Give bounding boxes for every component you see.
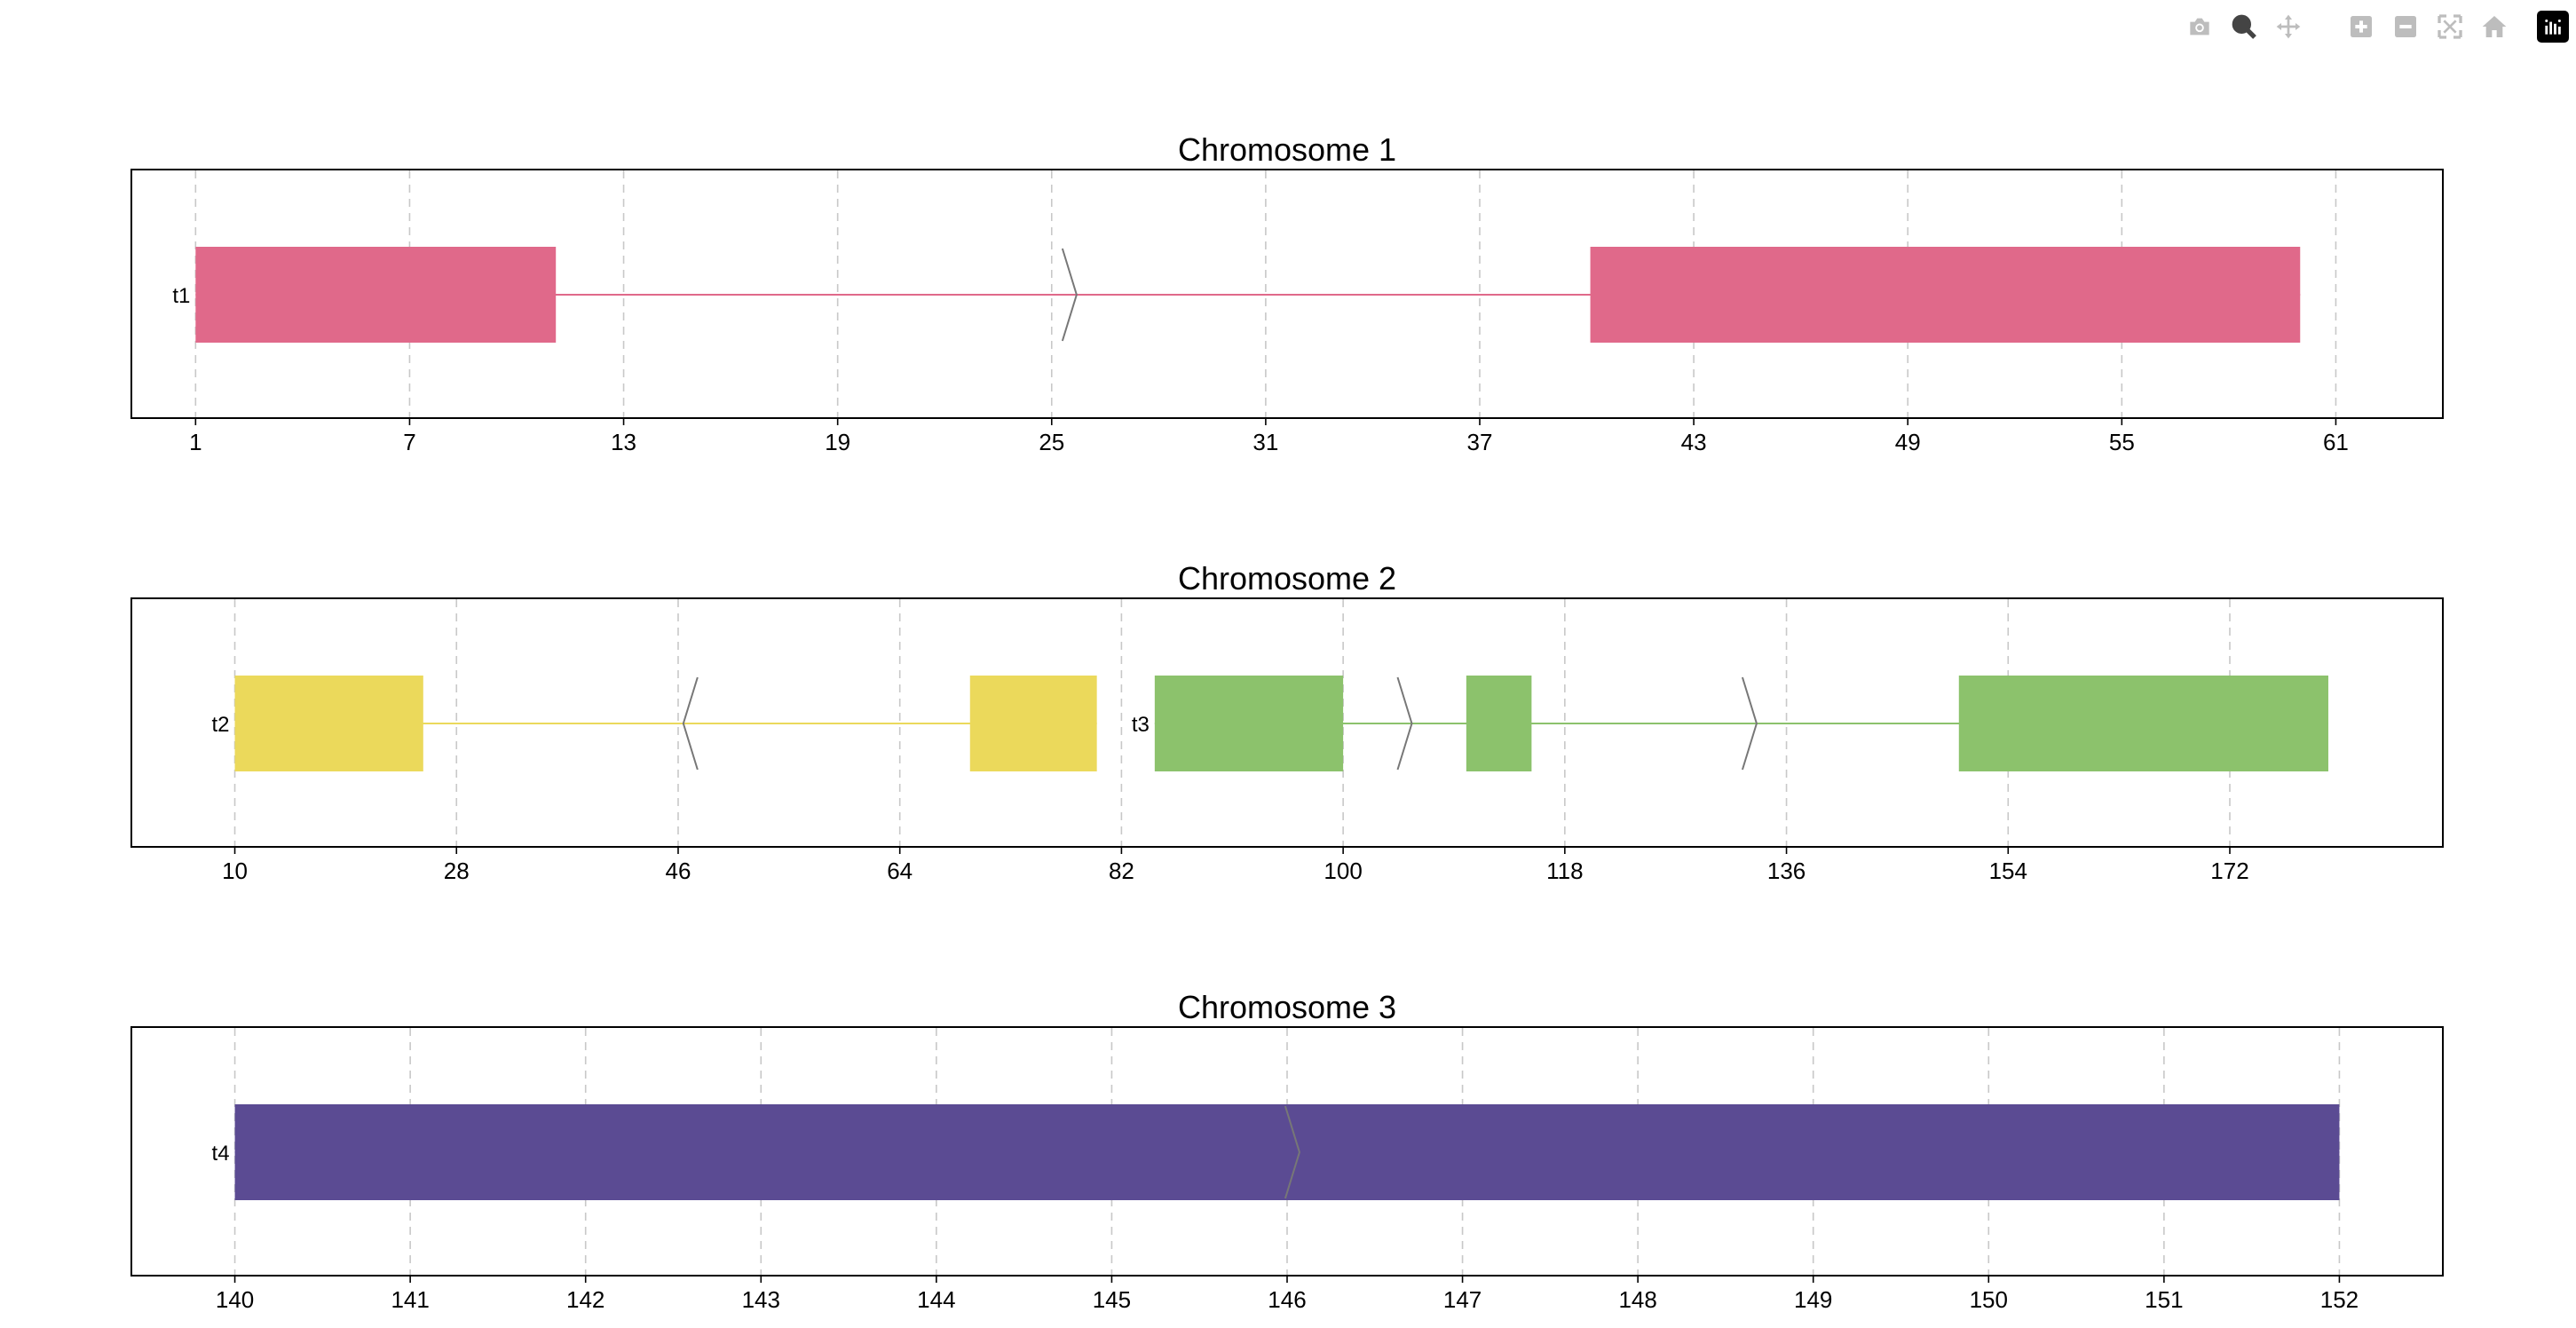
- reset-axes-icon: [2482, 16, 2507, 37]
- strand-arrow: [1284, 1105, 1300, 1199]
- strand-arrow: [1061, 248, 1078, 342]
- exon-block: [1590, 247, 2301, 343]
- strand-arrow: [1741, 676, 1758, 771]
- strand-arrow: [1396, 676, 1413, 771]
- panel-title: Chromosome 2: [1178, 560, 1396, 597]
- x-tick-label: 152: [2320, 1286, 2359, 1313]
- plot-frame: [130, 597, 2444, 848]
- pan-icon: [2276, 14, 2301, 39]
- x-tick-label: 37: [1467, 429, 1493, 455]
- exon-block: [1466, 676, 1532, 771]
- zoom-in-button[interactable]: [2345, 11, 2377, 43]
- x-tick-label: 118: [1546, 858, 1583, 884]
- autoscale-icon: [2438, 14, 2462, 39]
- x-tick-label: 61: [2323, 429, 2349, 455]
- x-tick-label: 46: [666, 858, 691, 884]
- plot-frame: [130, 169, 2444, 419]
- modebar: [2184, 9, 2569, 44]
- exon-block: [1958, 676, 2328, 771]
- pan-button[interactable]: [2272, 11, 2304, 43]
- exon-block: [1154, 676, 1344, 771]
- exon-block: [234, 1104, 2340, 1200]
- zoom-in-icon: [2351, 16, 2372, 37]
- x-tick-label: 149: [1794, 1286, 1832, 1313]
- x-tick-label: 19: [825, 429, 850, 455]
- x-tick-label: 145: [1093, 1286, 1131, 1313]
- x-tick-label: 64: [887, 858, 913, 884]
- x-tick-label: 82: [1109, 858, 1134, 884]
- transcript-label: t4: [212, 1142, 230, 1166]
- x-tick-label: 154: [1989, 858, 2027, 884]
- x-tick-label: 1: [189, 429, 201, 455]
- x-tick-label: 146: [1268, 1286, 1306, 1313]
- zoom-out-button[interactable]: [2390, 11, 2422, 43]
- plotly-logo-icon: [2545, 19, 2561, 35]
- transcript-label: t3: [1132, 713, 1150, 737]
- x-tick-label: 147: [1443, 1286, 1482, 1313]
- x-tick-label: 140: [216, 1286, 254, 1313]
- x-tick-label: 10: [222, 858, 248, 884]
- zoom-button[interactable]: [2228, 11, 2260, 43]
- x-tick-label: 43: [1681, 429, 1707, 455]
- x-tick-label: 7: [403, 429, 415, 455]
- x-tick-label: 142: [566, 1286, 604, 1313]
- panel-title: Chromosome 1: [1178, 131, 1396, 168]
- reset-axes-button[interactable]: [2478, 11, 2510, 43]
- autoscale-button[interactable]: [2434, 11, 2466, 43]
- x-tick-label: 49: [1895, 429, 1921, 455]
- exon-block: [969, 676, 1097, 771]
- zoom-out-icon: [2395, 16, 2416, 37]
- x-tick-label: 144: [917, 1286, 955, 1313]
- x-tick-label: 25: [1039, 429, 1064, 455]
- transcript-label: t1: [172, 284, 190, 308]
- x-tick-label: 148: [1618, 1286, 1656, 1313]
- x-tick-label: 172: [2210, 858, 2248, 884]
- x-tick-label: 136: [1767, 858, 1806, 884]
- camera-button[interactable]: [2184, 11, 2216, 43]
- x-tick-label: 28: [444, 858, 470, 884]
- x-tick-label: 55: [2109, 429, 2135, 455]
- x-tick-label: 143: [742, 1286, 780, 1313]
- exon-block: [195, 247, 557, 343]
- transcript-label: t2: [212, 713, 230, 737]
- x-tick-label: 151: [2145, 1286, 2183, 1313]
- x-tick-label: 141: [391, 1286, 429, 1313]
- exon-block: [234, 676, 423, 771]
- panel-title: Chromosome 3: [1178, 989, 1396, 1025]
- plotly-logo[interactable]: [2537, 11, 2569, 43]
- camera-icon: [2190, 18, 2209, 36]
- x-tick-label: 31: [1252, 429, 1278, 455]
- x-tick-label: 13: [611, 429, 636, 455]
- zoom-icon: [2232, 14, 2256, 39]
- x-tick-label: 100: [1324, 858, 1362, 884]
- x-tick-label: 150: [1970, 1286, 2008, 1313]
- strand-arrow: [682, 676, 699, 771]
